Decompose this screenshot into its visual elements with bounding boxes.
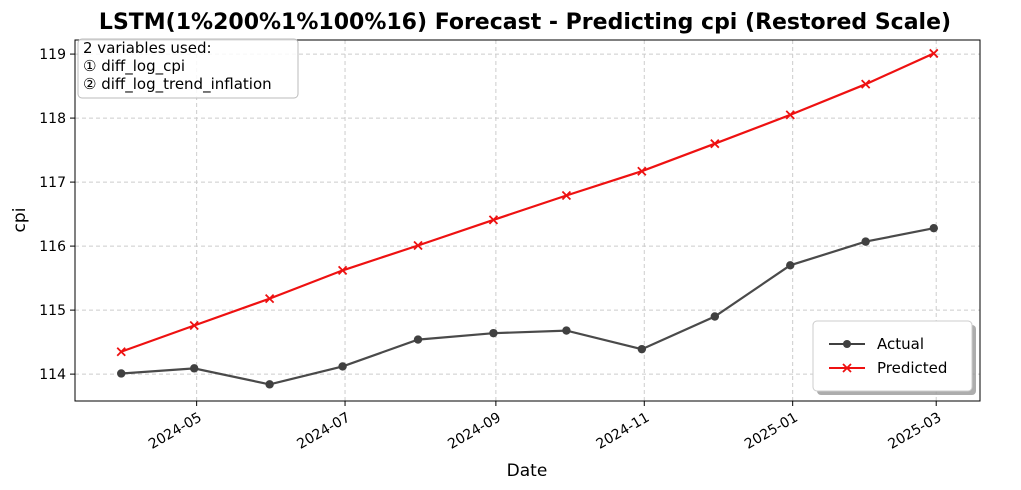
point-actual: [562, 326, 571, 335]
point-actual: [338, 362, 347, 371]
plot-frame: [74, 39, 981, 402]
point-actual: [265, 380, 274, 389]
point-predicted: [116, 347, 126, 357]
legend: Actual Predicted: [812, 320, 976, 395]
legend-predicted-label: Predicted: [877, 359, 947, 377]
x-tick-label: 2025-03: [886, 410, 945, 453]
x-axis-label: Date: [507, 461, 548, 481]
legend-actual-marker: [843, 340, 851, 348]
point-actual: [637, 344, 647, 354]
point-actual: [117, 369, 126, 378]
point-predicted: [488, 215, 499, 225]
annotation-box: [77, 38, 299, 99]
chart-title: LSTM(1%200%1%100%16) Forecast - Predicti…: [99, 10, 951, 35]
point-actual: [861, 237, 870, 246]
point-actual: [786, 261, 795, 270]
legend-box: [812, 320, 973, 392]
annotation-line-2: ② diff_log_trend_inflation: [83, 75, 272, 94]
point-actual: [190, 364, 199, 373]
legend-predicted-marker: [842, 363, 852, 373]
series-line-actual: [121, 227, 935, 386]
legend-actual-label: Actual: [877, 335, 924, 353]
point-actual: [413, 335, 423, 344]
annotation-heading: 2 variables used:: [83, 39, 212, 57]
annotation-line-1: ① diff_log_cpi: [83, 57, 185, 76]
y-tick-label: 118: [39, 111, 66, 127]
x-tick-label: 2024-11: [594, 410, 653, 453]
x-tick-label: 2024-05: [146, 410, 205, 453]
y-tick-label: 116: [39, 239, 66, 255]
y-tick-label: 117: [39, 175, 66, 191]
variables-annotation: 2 variables used: ① diff_log_cpi ② diff_…: [77, 38, 299, 99]
series-markers: [116, 48, 939, 389]
point-predicted: [189, 320, 199, 331]
point-predicted: [337, 265, 348, 276]
y-tick-label: 115: [39, 303, 66, 319]
y-tick-label: 119: [39, 47, 66, 63]
point-predicted: [710, 139, 720, 149]
point-actual: [710, 312, 720, 321]
x-tick-label: 2024-09: [445, 410, 504, 453]
point-predicted: [637, 166, 647, 176]
point-predicted: [785, 110, 795, 120]
y-tick-label: 114: [39, 367, 66, 383]
point-predicted: [264, 293, 275, 304]
point-predicted: [413, 240, 423, 251]
point-predicted: [929, 48, 939, 59]
series-line-predicted: [120, 52, 935, 353]
point-actual: [489, 328, 498, 338]
x-tick-label: 2025-01: [742, 410, 801, 453]
x-tick-label: 2024-07: [294, 410, 353, 453]
point-predicted: [861, 79, 871, 89]
x-axis-ticks: 2024-05 2024-07 2024-09 2024-11 2025-01 2025-…: [146, 401, 944, 453]
point-predicted: [561, 190, 572, 201]
point-actual: [929, 223, 938, 233]
y-axis-ticks: 114 115 116 117 118 119: [39, 47, 75, 383]
y-axis-label: cpi: [10, 208, 30, 233]
series-lines: [120, 52, 935, 386]
